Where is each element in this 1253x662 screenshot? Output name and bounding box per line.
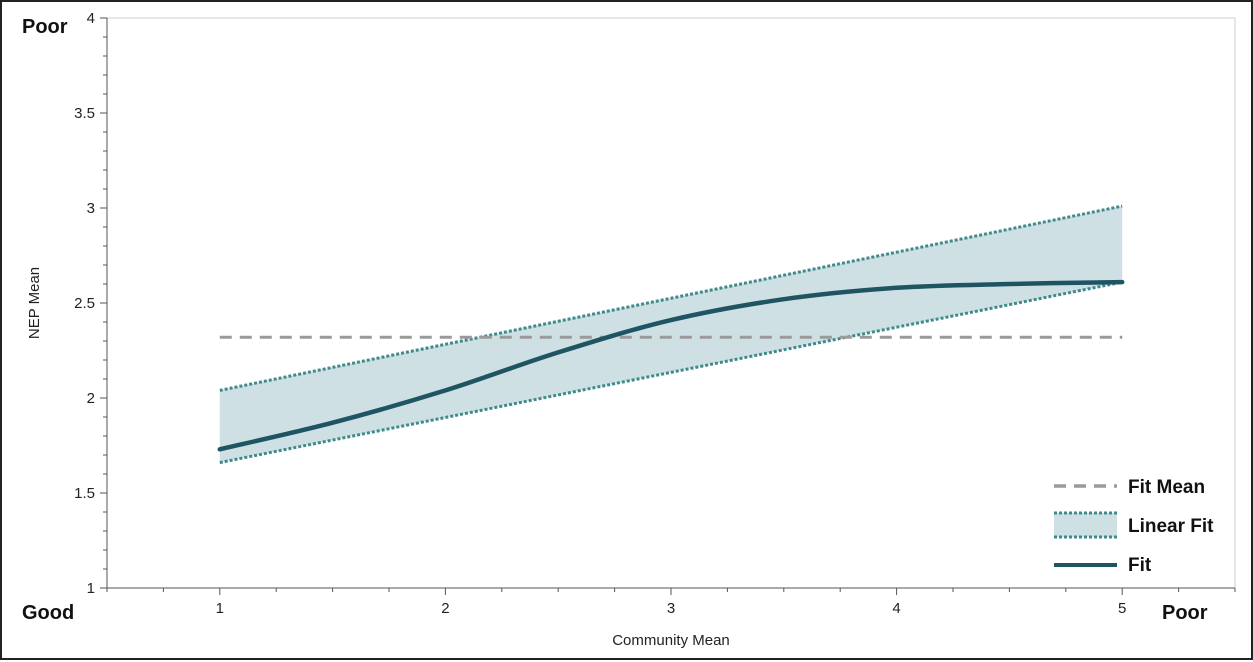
x-left-good-label: Good bbox=[22, 602, 75, 624]
fit-curve bbox=[217, 279, 1125, 452]
x-axis-title: Community Mean bbox=[612, 632, 730, 649]
x-right-poor-label: Poor bbox=[1162, 602, 1208, 624]
y-tick-label: 1.5 bbox=[74, 485, 95, 502]
x-tick-label: 4 bbox=[892, 600, 900, 617]
legend: Fit Mean Linear Fit Fit bbox=[1054, 477, 1214, 576]
x-tick-label: 2 bbox=[441, 600, 449, 617]
legend-swatch-linear-fit bbox=[1054, 513, 1117, 537]
legend-label-linear-fit: Linear Fit bbox=[1128, 516, 1214, 537]
legend-label-fit-mean: Fit Mean bbox=[1128, 477, 1205, 498]
y-tick-label: 4 bbox=[87, 10, 95, 27]
y-axis-title: NEP Mean bbox=[26, 267, 43, 339]
linear-fit-band bbox=[219, 206, 1123, 463]
linear-fit-upper-bound bbox=[219, 204, 1123, 392]
y-tick-label: 1 bbox=[87, 580, 95, 597]
y-tick-label: 2.5 bbox=[74, 295, 95, 312]
y-tick-label: 3 bbox=[87, 200, 95, 217]
y-tick-label: 3.5 bbox=[74, 105, 95, 122]
legend-label-fit: Fit bbox=[1128, 555, 1152, 576]
x-tick-label: 1 bbox=[216, 600, 224, 617]
y-tick-label: 2 bbox=[87, 390, 95, 407]
linear-fit-lower-bound bbox=[219, 280, 1123, 465]
x-tick-label: 3 bbox=[667, 600, 675, 617]
x-tick-label: 5 bbox=[1118, 600, 1126, 617]
y-top-poor-label: Poor bbox=[22, 16, 68, 38]
